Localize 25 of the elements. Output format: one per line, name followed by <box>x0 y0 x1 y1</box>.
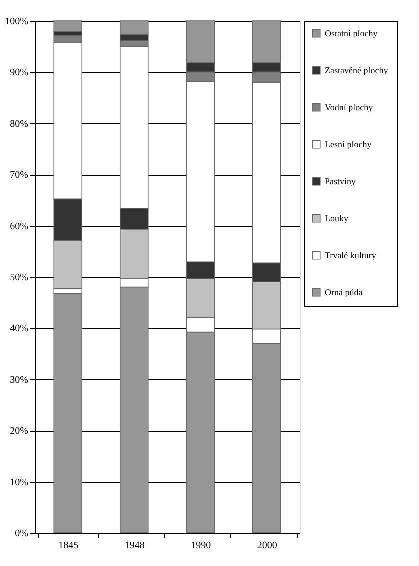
legend-label: Pastviny <box>325 176 357 186</box>
legend-label: Lesní plochy <box>325 140 372 150</box>
legend-label: Trvalé kultury <box>325 250 377 260</box>
y-tick-label: 0% <box>15 528 28 540</box>
x-tick-label: 1948 <box>124 540 145 552</box>
legend-label: Orná půda <box>325 288 363 298</box>
bar <box>54 293 83 534</box>
legend-label: Vodní plochy <box>325 102 374 112</box>
legend-label: Ostatní plochy <box>325 28 378 38</box>
y-tick-label: 80% <box>10 118 28 130</box>
x-tick-label: 1845 <box>58 540 79 552</box>
legend-label: Zastavěné plochy <box>325 66 389 76</box>
y-tick-label: 70% <box>10 170 28 182</box>
x-tick-label: 2000 <box>257 540 278 552</box>
y-tick-label: 60% <box>10 221 28 232</box>
y-tick-label: 40% <box>10 324 28 335</box>
x-tick-label: 1990 <box>191 540 212 552</box>
y-tick-label: 90% <box>10 68 28 79</box>
bar <box>54 20 83 32</box>
y-tick-label: 100% <box>5 16 28 28</box>
y-tick-label: 50% <box>10 272 28 284</box>
y-tick-label: 30% <box>10 374 28 386</box>
y-tick-label: 20% <box>10 426 28 438</box>
y-tick-label: 10% <box>10 477 28 488</box>
legend-label: Louky <box>325 214 349 224</box>
